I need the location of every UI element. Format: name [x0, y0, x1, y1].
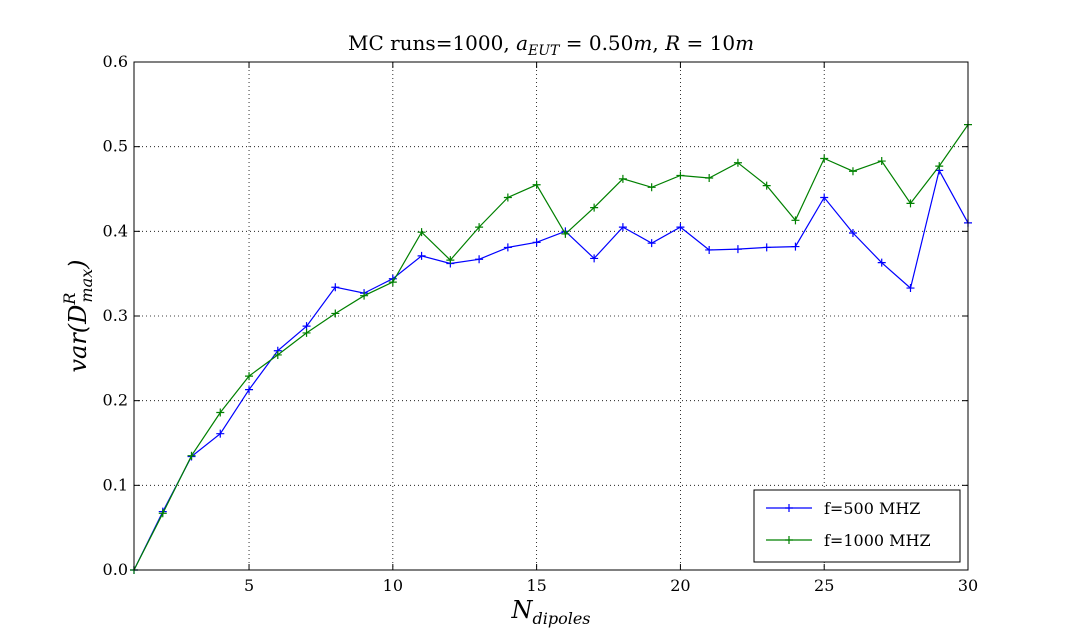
- data-point: [820, 154, 829, 163]
- legend-marker-1000: [785, 536, 793, 544]
- y-tick-label: 0.0: [103, 560, 128, 579]
- chart-title: MC runs=1000, aEUT = 0.50m, R = 10m: [348, 31, 754, 59]
- data-point: [676, 171, 685, 180]
- data-point: [791, 242, 800, 251]
- y-tick-label: 0.1: [103, 475, 128, 494]
- data-point: [877, 258, 886, 267]
- data-point: [302, 328, 311, 337]
- data-point: [590, 254, 599, 263]
- x-tick-label: 30: [958, 576, 978, 595]
- data-point: [503, 243, 512, 252]
- data-point: [906, 199, 915, 208]
- x-tick-label: 15: [526, 576, 546, 595]
- data-point: [187, 451, 196, 460]
- x-tick-label: 25: [814, 576, 834, 595]
- x-tick-label: 10: [383, 576, 403, 595]
- data-point: [561, 229, 570, 238]
- data-point: [906, 284, 915, 293]
- data-point: [676, 223, 685, 232]
- data-point: [848, 167, 857, 176]
- data-point: [245, 372, 254, 381]
- legend-label-1000: f=1000 MHZ: [824, 531, 931, 550]
- legend: f=500 MHZ f=1000 MHZ: [753, 489, 961, 563]
- data-point: [245, 385, 254, 394]
- ticks: 5 10 15 20 25 30 0.0 0.1 0.2 0.3 0.4 0.5 0.6: [103, 52, 979, 595]
- legend-label-500: f=500 MHZ: [824, 499, 920, 518]
- y-axis-label: var(DRmax): [60, 259, 96, 372]
- data-point: [532, 238, 541, 247]
- data-point: [618, 174, 627, 183]
- data-point: [618, 223, 627, 232]
- data-point: [216, 429, 225, 438]
- y-tick-label: 0.6: [103, 52, 128, 71]
- y-tick-label: 0.3: [103, 306, 128, 325]
- data-point: [388, 278, 397, 287]
- data-point: [158, 509, 167, 518]
- data-point: [503, 193, 512, 202]
- data-point: [360, 291, 369, 300]
- data-point: [733, 245, 742, 254]
- data-point: [791, 216, 800, 225]
- data-point: [446, 256, 455, 265]
- y-tick-label: 0.4: [103, 221, 128, 240]
- data-point: [935, 162, 944, 171]
- data-point: [762, 181, 771, 190]
- data-point: [647, 239, 656, 248]
- series-line: [133, 168, 969, 571]
- legend-box: [753, 489, 961, 563]
- data-point: [475, 255, 484, 264]
- data-point: [417, 228, 426, 237]
- data-point: [820, 193, 829, 202]
- x-tick-label: 20: [670, 576, 690, 595]
- data-point: [273, 350, 282, 359]
- y-tick-label: 0.2: [103, 391, 128, 410]
- data-point: [848, 229, 857, 238]
- data-point: [475, 223, 484, 232]
- data-point: [532, 180, 541, 189]
- data-point: [705, 173, 714, 182]
- data-point: [216, 408, 225, 417]
- data-point: [705, 245, 714, 254]
- data-point: [331, 283, 340, 292]
- data-point: [733, 158, 742, 167]
- data-point: [762, 243, 771, 252]
- data-point: [647, 183, 656, 192]
- data-point: [417, 251, 426, 260]
- data-point: [302, 322, 311, 331]
- x-axis-label: Ndipoles: [510, 596, 590, 628]
- y-tick-label: 0.5: [103, 137, 128, 156]
- x-tick-label: 5: [244, 576, 254, 595]
- series-layer: [130, 120, 972, 574]
- data-point: [877, 157, 886, 166]
- series-line: [133, 124, 969, 571]
- data-point: [331, 309, 340, 318]
- legend-marker-500: [785, 504, 793, 512]
- data-point: [590, 203, 599, 212]
